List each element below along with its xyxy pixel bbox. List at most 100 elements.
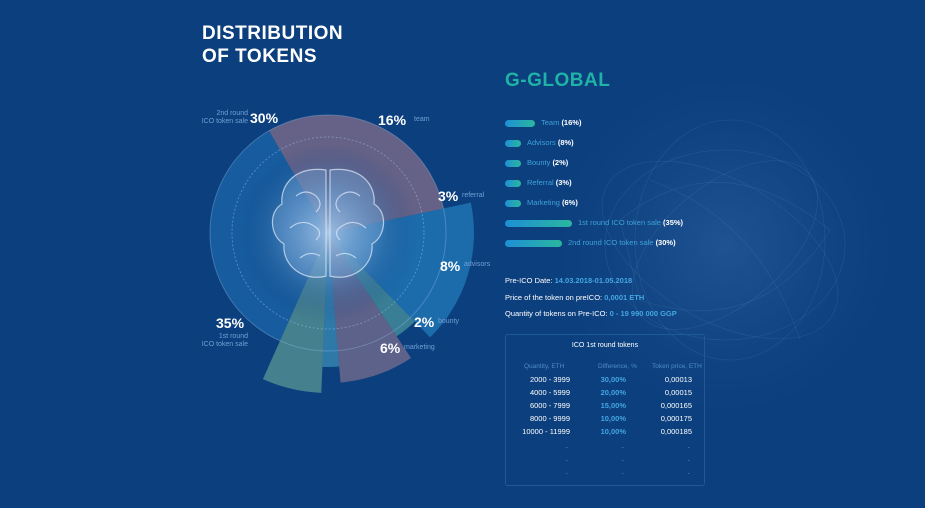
ico-table-title: ICO 1st round tokens <box>571 342 639 349</box>
table-cell: 10,00% <box>600 427 626 436</box>
legend-item: Advisors (8%) <box>505 138 765 150</box>
pre-ico-price-value: 0,0001 ETH <box>604 293 645 302</box>
pre-ico-quantity-value: 0 - 19 990 000 GGP <box>609 309 677 318</box>
slice-category-label: advisors <box>464 261 490 269</box>
table-ellipsis-dot: . <box>687 467 690 476</box>
legend-text: Marketing (6%) <box>527 198 578 207</box>
pre-ico-quantity-label: Quantity of tokens on Pre-ICO: <box>505 309 608 318</box>
slice-percent-label: 6% <box>380 340 401 356</box>
network-sphere-decoration <box>601 119 846 361</box>
legend-text: 2nd round ICO token sale (30%) <box>568 238 676 247</box>
brain-glow <box>238 143 418 323</box>
legend-label: Bounty <box>527 158 553 167</box>
legend-bar <box>505 200 521 207</box>
legend-item: Referral (3%) <box>505 178 765 190</box>
table-ellipsis-dot: . <box>621 441 624 450</box>
legend-item: Bounty (2%) <box>505 158 765 170</box>
table-ellipsis-dot: . <box>565 467 568 476</box>
table-ellipsis-dot: . <box>565 441 568 450</box>
slice-category-label-line: team <box>414 116 430 123</box>
legend-item: 1st round ICO token sale (35%) <box>505 218 765 230</box>
table-cell: 0,000165 <box>660 401 692 410</box>
slice-category-label-line: bounty <box>438 318 460 325</box>
legend-bar <box>505 220 572 227</box>
legend-label: Team <box>541 118 562 127</box>
table-cell: 20,00% <box>600 388 626 397</box>
slice-category-label-line: advisors <box>464 261 491 268</box>
slice-category-label-line: ICO token sale <box>201 341 248 348</box>
legend-text: Referral (3%) <box>527 178 572 187</box>
legend-label: 2nd round ICO token sale <box>568 238 656 247</box>
legend-text: Advisors (8%) <box>527 138 574 147</box>
legend-bar <box>505 240 562 247</box>
legend-percent: (6%) <box>562 198 578 207</box>
table-cell: 10000 - 11999 <box>522 427 570 436</box>
brain-icon <box>271 168 385 278</box>
slice-percent-label: 8% <box>440 258 461 274</box>
slice-percent-label: 16% <box>378 112 407 128</box>
legend-bar <box>505 160 521 167</box>
table-cell: 0,00015 <box>664 388 692 397</box>
legend-percent: (8%) <box>557 138 574 147</box>
legend-label: Advisors <box>527 138 558 147</box>
legend-item: 2nd round ICO token sale (30%) <box>505 238 765 250</box>
ico-first-round-table: ICO 1st round tokens Quantity, ETH Diffe… <box>505 334 705 486</box>
table-cell: 0,00013 <box>664 375 692 384</box>
slice-category-label-line: marketing <box>404 344 435 351</box>
table-header-price: Token price, ETH <box>652 363 702 370</box>
pre-ico-quantity: Quantity of tokens on Pre-ICO: 0 - 19 99… <box>505 309 677 318</box>
slice-category-label: 2nd round ICO token sale <box>188 110 248 126</box>
table-cell: 15,00% <box>600 401 626 410</box>
legend-label: 1st round ICO token sale <box>578 218 664 227</box>
legend-bar <box>505 120 535 127</box>
legend-bar <box>505 140 521 147</box>
legend-percent: (30%) <box>655 238 676 247</box>
slice-category-label-line: 1st round <box>218 333 248 340</box>
legend-percent: (3%) <box>555 178 572 187</box>
legend-text: 1st round ICO token sale (35%) <box>578 218 683 227</box>
legend-label: Referral <box>527 178 556 187</box>
table-ellipsis-dot: . <box>687 441 690 450</box>
slice-category-label: bounty <box>438 318 459 326</box>
pre-ico-date: Pre-ICO Date: 14.03.2018-01.05.2018 <box>505 276 632 285</box>
slice-category-label: team <box>414 116 430 124</box>
slice-category-label: 1st round ICO token sale <box>188 333 248 349</box>
legend-bar <box>505 180 521 187</box>
table-cell: 0,000175 <box>660 414 692 423</box>
title-line-1: DISTRIBUTION <box>202 23 344 44</box>
slice-category-label: referral <box>462 192 484 200</box>
slice-category-label-line: referral <box>462 192 485 199</box>
legend-percent: (16%) <box>561 118 582 127</box>
slice-category-label-line: 2nd round <box>216 110 248 117</box>
legend-item: Marketing (6%) <box>505 198 765 210</box>
table-cell: 2000 - 3999 <box>529 375 570 384</box>
pre-ico-price: Price of the token on preICO: 0,0001 ETH <box>505 293 644 302</box>
legend-text: Bounty (2%) <box>527 158 568 167</box>
legend-percent: (2%) <box>552 158 569 167</box>
table-cell: 8000 - 9999 <box>529 414 570 423</box>
legend-text: Team (16%) <box>541 118 581 127</box>
pre-ico-date-value: 14.03.2018-01.05.2018 <box>554 276 633 285</box>
table-header-quantity: Quantity, ETH <box>524 363 565 370</box>
table-cell: 30,00% <box>600 375 626 384</box>
brand-name: G-GLOBAL <box>505 70 611 91</box>
slice-category-label: marketing <box>404 344 435 352</box>
table-cell: 10,00% <box>600 414 626 423</box>
background-network-glow <box>560 80 890 410</box>
table-cell: 0,000185 <box>660 427 692 436</box>
table-ellipsis-dot: . <box>687 454 690 463</box>
slice-category-label-line: ICO token sale <box>201 118 248 125</box>
pre-ico-price-label: Price of the token on preICO: <box>505 293 603 302</box>
title-line-2: OF TOKENS <box>202 46 317 67</box>
table-cell: 6000 - 7999 <box>529 401 570 410</box>
legend-percent: (35%) <box>663 218 684 227</box>
slice-percent-label: 3% <box>438 188 459 204</box>
table-ellipsis-dot: . <box>621 467 624 476</box>
token-distribution-pie-chart <box>209 114 474 393</box>
table-header-difference: Difference, % <box>598 363 637 370</box>
page-title: DISTRIBUTION OF TOKENS <box>202 22 343 68</box>
slice-percent-label: 30% <box>250 110 279 126</box>
table-ellipsis-dot: . <box>565 454 568 463</box>
slice-percent-label: 35% <box>216 315 245 331</box>
table-cell: 4000 - 5999 <box>529 388 570 397</box>
